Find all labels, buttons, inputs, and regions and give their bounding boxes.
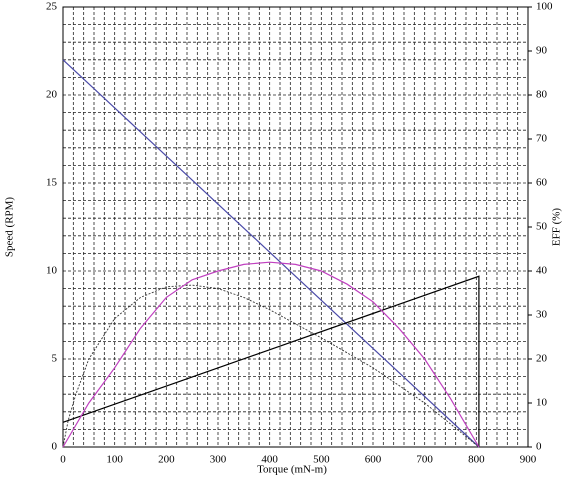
y2-axis-label: EFF (%): [551, 208, 563, 247]
x-tick-label: 900: [520, 454, 537, 466]
series-line: [62, 275, 480, 447]
y-tick-label: 0: [52, 441, 58, 453]
x-tick-label: 700: [416, 454, 433, 466]
y2-tick-label: 90: [536, 45, 548, 57]
x-tick-label: 800: [468, 454, 485, 466]
x-tick-label: 200: [158, 454, 175, 466]
plot-frame: [62, 6, 529, 448]
x-tick-label: 100: [106, 454, 123, 466]
series-line: [62, 261, 480, 448]
y2-tick-label: 100: [536, 1, 553, 13]
x-tick-label: 400: [261, 454, 278, 466]
y2-tick-label: 20: [536, 353, 548, 365]
y2-tick-label: 50: [536, 221, 548, 233]
y2-tick-label: 60: [536, 177, 548, 189]
y-tick-label: 20: [46, 89, 58, 101]
y-tick-label: 15: [46, 177, 58, 189]
x-tick-label: 600: [365, 454, 382, 466]
x-tick-label: 500: [313, 454, 330, 466]
y-tick-label: 5: [52, 353, 58, 365]
y-tick-label: 10: [46, 265, 58, 277]
y2-tick-label: 80: [536, 89, 548, 101]
y2-tick-label: 40: [536, 265, 548, 277]
y2-tick-label: 0: [536, 441, 542, 453]
y2-tick-label: 30: [536, 309, 548, 321]
y-axis-label: Speed (RPM): [4, 197, 16, 258]
y2-tick-label: 10: [536, 397, 548, 409]
x-axis-label: Torque (mN-m): [257, 464, 327, 476]
series-line: [62, 59, 480, 448]
y-tick-label: 25: [46, 1, 58, 13]
x-tick-label: 300: [210, 454, 227, 466]
x-tick-label: 0: [60, 454, 66, 466]
y2-tick-label: 70: [536, 133, 548, 145]
